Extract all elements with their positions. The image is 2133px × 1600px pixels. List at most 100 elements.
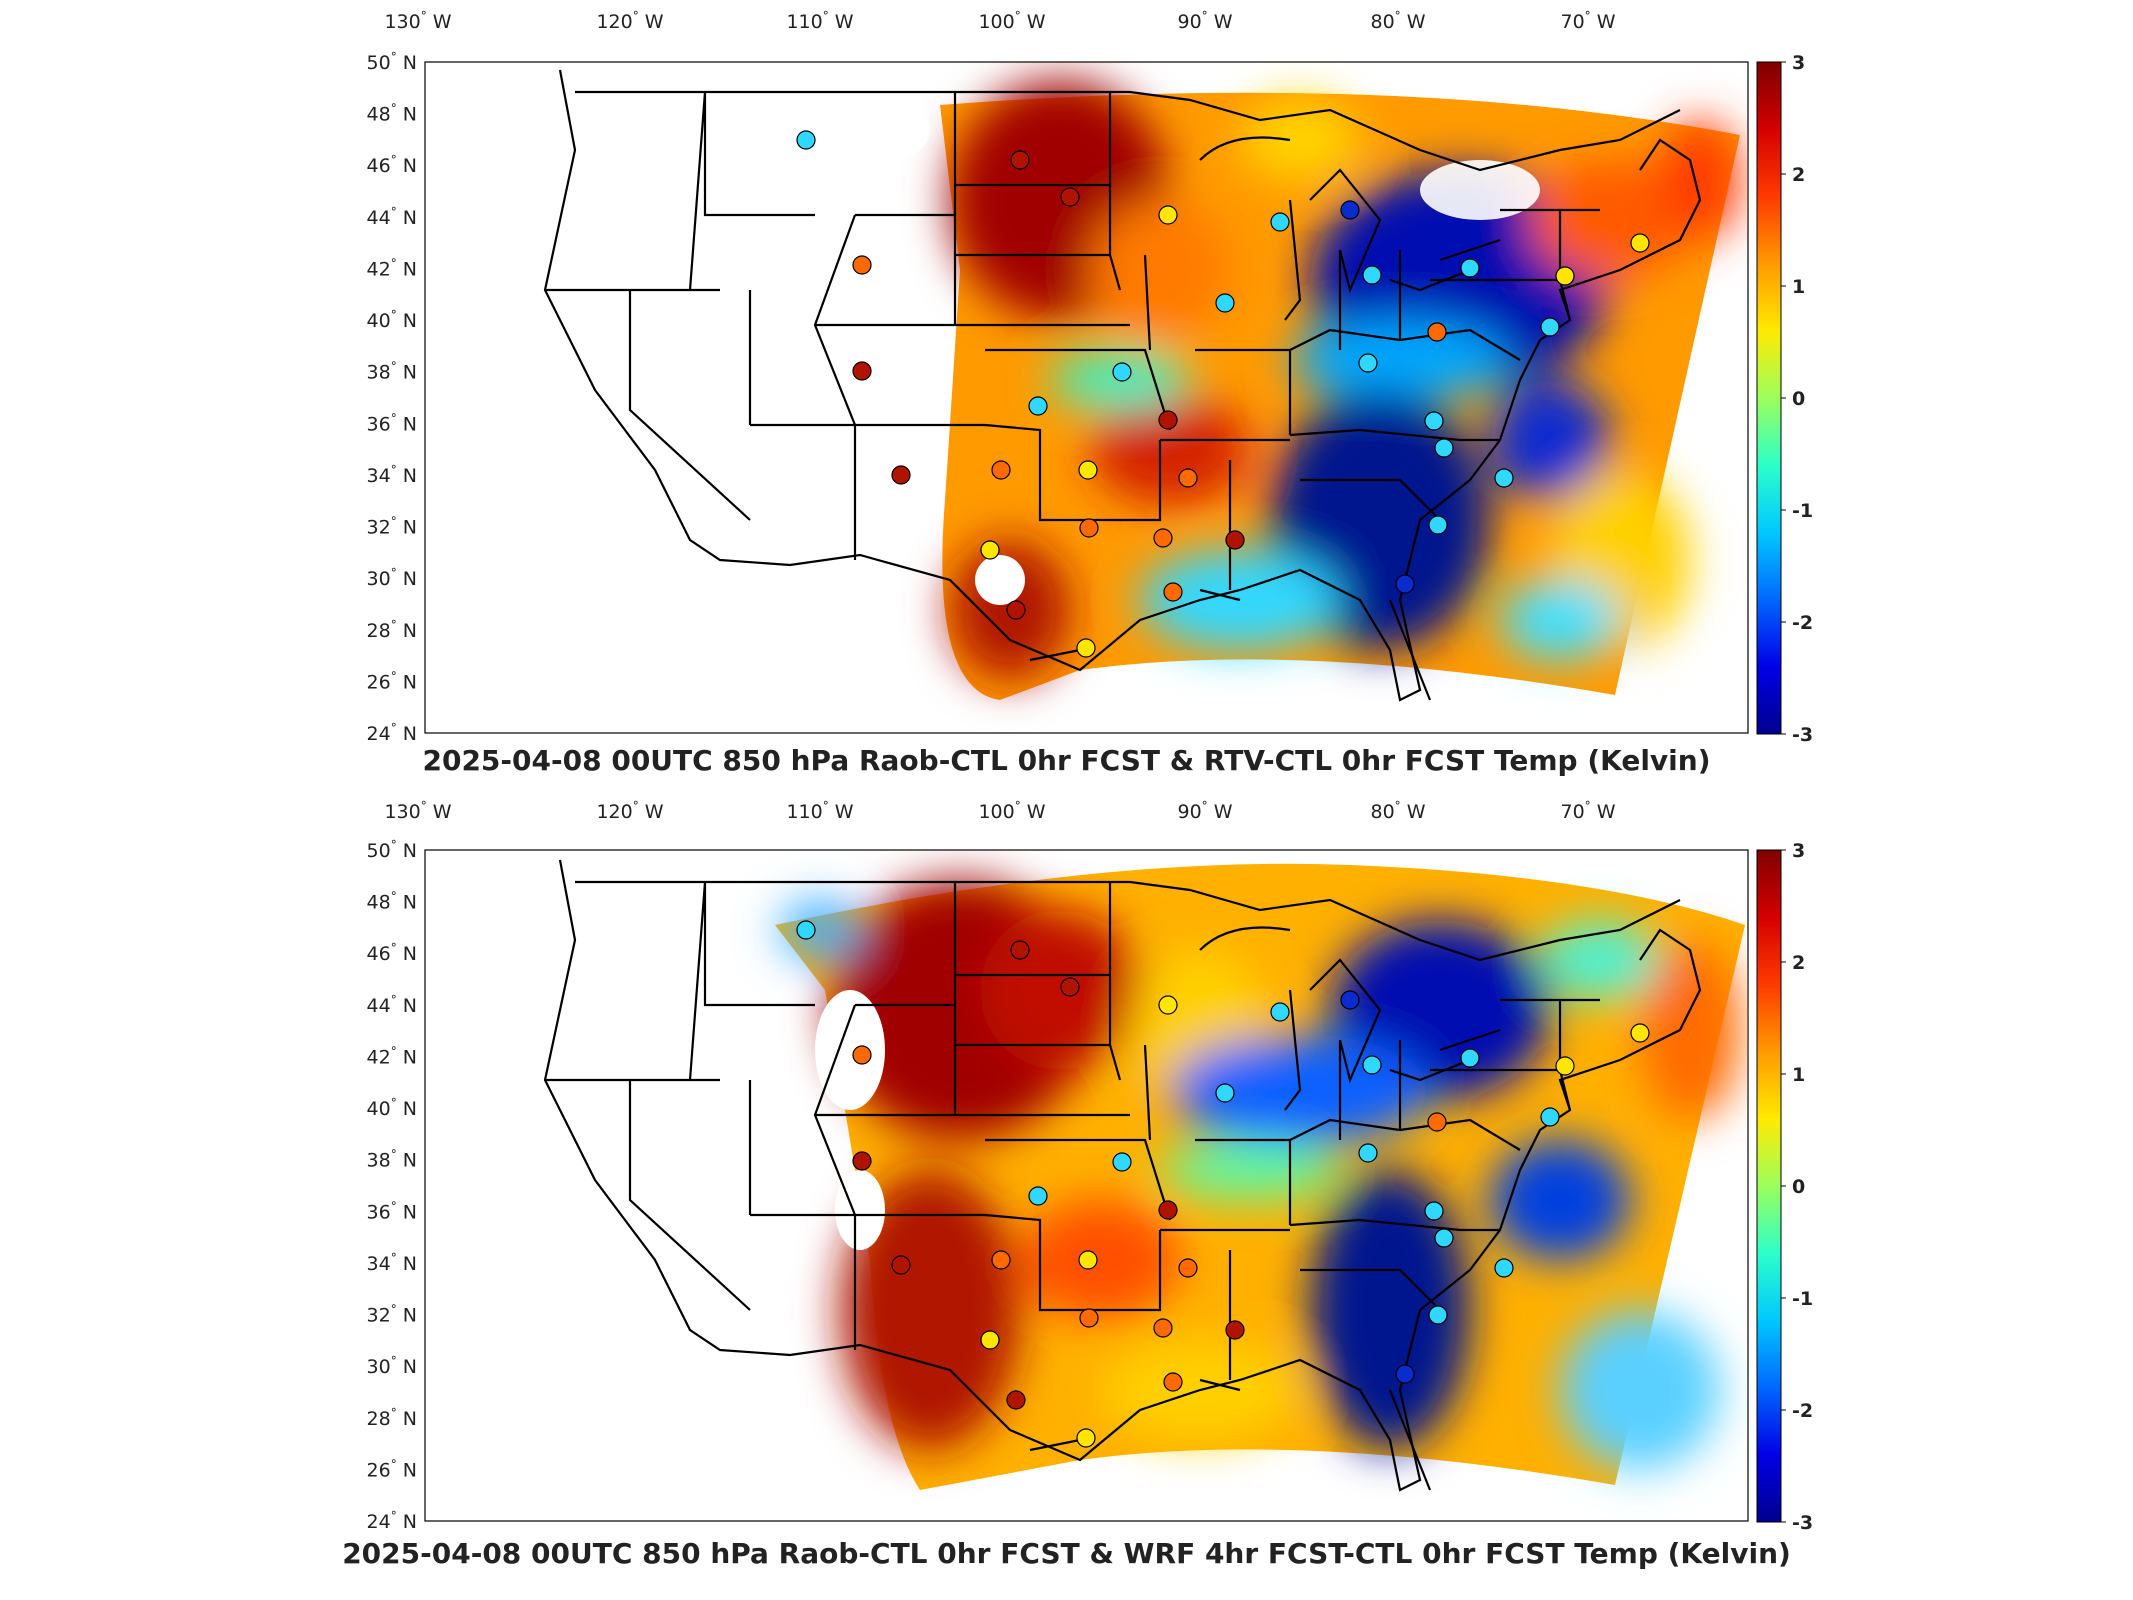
panel-title: 2025-04-08 00UTC 850 hPa Raob-CTL 0hr FC… <box>422 744 1711 777</box>
lat-tick-label: 36° N <box>367 1199 417 1223</box>
raob-station-marker <box>1225 530 1245 550</box>
lat-tick-label: 26° N <box>367 1457 417 1481</box>
panel-title: 2025-04-08 00UTC 850 hPa Raob-CTL 0hr FC… <box>342 1537 1791 1570</box>
raob-station-marker <box>1362 265 1382 285</box>
lat-tick-label: 32° N <box>367 515 417 539</box>
temp-difference-field <box>775 863 1745 1490</box>
raob-station-marker <box>1178 1258 1198 1278</box>
lon-tick-label: 110° W <box>786 799 853 823</box>
raob-station-marker <box>891 465 911 485</box>
state-boundaries <box>543 859 1702 1492</box>
raob-station-marker <box>1078 1250 1098 1270</box>
colorbar-labels: 3 2 1 0 -1 -2 -3 <box>1781 52 1813 746</box>
colorbar-tick-label: -2 <box>1792 612 1813 634</box>
raob-station-marker <box>1158 995 1178 1015</box>
raob-station-marker <box>796 920 816 940</box>
map-bottom: 130° W 120° W 110° W 100° W 90° W 80° W 70° W … <box>367 799 1814 1534</box>
raob-station-marker <box>1163 1372 1183 1392</box>
panel-top: 130° W 120° W 110° W 100° W 90° W 80° W 70° W … <box>367 9 1814 777</box>
raob-station-marker <box>1540 1107 1560 1127</box>
panel-bottom: 130° W 120° W 110° W 100° W 90° W 80° W 70° W … <box>0 790 2133 1600</box>
lon-tick-label: 80° W <box>1370 9 1425 33</box>
colorbar-tick-label: 1 <box>1792 1064 1805 1086</box>
lat-tick-label: 24° N <box>367 721 417 745</box>
us-outline <box>543 859 1702 1492</box>
lat-tick-label: 46° N <box>367 153 417 177</box>
raob-station-marker <box>1270 212 1290 232</box>
raob-station-marker <box>1060 977 1080 997</box>
raob-station-marker <box>1362 1055 1382 1075</box>
lon-tick-label: 70° W <box>1560 9 1615 33</box>
raob-station-marker <box>891 1255 911 1275</box>
raob-station-marker <box>1158 1200 1178 1220</box>
raob-station-marker <box>1424 1201 1444 1221</box>
raob-station-marker <box>1494 1258 1514 1278</box>
raob-station-marker <box>1270 1002 1290 1022</box>
lat-tick-label: 28° N <box>367 1406 417 1430</box>
lon-tick-label: 130° W <box>384 799 451 823</box>
raob-station-marker <box>1112 1152 1132 1172</box>
raob-station-marker <box>1112 362 1132 382</box>
lon-tick-label: 70° W <box>1560 799 1615 823</box>
lon-tick-label: 80° W <box>1370 799 1425 823</box>
raob-station-marker <box>1340 200 1360 220</box>
raob-station-marker <box>1395 1364 1415 1384</box>
colorbar-tick-label: -1 <box>1792 500 1813 522</box>
raob-station-marker <box>1158 205 1178 225</box>
lat-tick-label: 50° N <box>367 838 417 862</box>
us-outline <box>543 69 1702 702</box>
raob-station-marker <box>1427 1112 1447 1132</box>
colorbar-tick-label: 2 <box>1792 952 1805 974</box>
lon-tick-label: 130° W <box>384 9 451 33</box>
lat-tick-label: 26° N <box>367 669 417 693</box>
colorbar-tick-label: 1 <box>1792 276 1805 298</box>
lat-tick-label: 46° N <box>367 941 417 965</box>
raob-station-marker <box>1079 518 1099 538</box>
gulf-coast <box>1029 588 1432 701</box>
raob-station-marker <box>1078 460 1098 480</box>
colorbar-tick-label: -2 <box>1792 1400 1813 1422</box>
raob-station-marker <box>1178 468 1198 488</box>
raob-station-marker <box>1163 582 1183 602</box>
colorbar-tick-label: 2 <box>1792 164 1805 186</box>
raob-station-marker <box>1215 1083 1235 1103</box>
colorbar-tick-label: 0 <box>1792 388 1805 410</box>
colorbar-labels: 3 2 1 0 -1 -2 -3 <box>1781 840 1813 1534</box>
great-lakes <box>1199 136 1501 321</box>
raob-station-marker <box>1358 353 1378 373</box>
raob-station-marker <box>991 1250 1011 1270</box>
colorbar <box>1756 61 1782 735</box>
raob-station-marker <box>1079 1308 1099 1328</box>
raob-station-marker <box>1494 468 1514 488</box>
raob-station-marker <box>852 1045 872 1065</box>
raob-station-marker <box>1153 528 1173 548</box>
raob-station-marker <box>1076 1428 1096 1448</box>
raob-station-marker <box>1555 266 1575 286</box>
lon-tick-label: 120° W <box>596 9 663 33</box>
lon-tick-label: 120° W <box>596 799 663 823</box>
state-lines-west <box>545 91 985 560</box>
lat-tick-label: 44° N <box>367 993 417 1017</box>
lat-tick-label: 44° N <box>367 205 417 229</box>
raob-station-marker <box>1158 410 1178 430</box>
lon-tick-label: 90° W <box>1177 799 1232 823</box>
colorbar-tick-label: -3 <box>1792 724 1813 746</box>
raob-station-marker <box>1428 1305 1448 1325</box>
raob-station-marker <box>991 460 1011 480</box>
raob-station-marker <box>1153 1318 1173 1338</box>
raob-station-marker <box>1010 150 1030 170</box>
canada-border <box>575 90 1681 172</box>
raob-station-marker <box>1060 187 1080 207</box>
raob-station-marker <box>1225 1320 1245 1340</box>
lat-tick-label: 48° N <box>367 890 417 914</box>
raob-station-marker <box>852 361 872 381</box>
raob-station-marker <box>1395 574 1415 594</box>
gulf-coast <box>1029 1378 1432 1491</box>
lon-tick-labels: 130° W 120° W 110° W 100° W 90° W 80° W 70° W <box>384 9 1615 33</box>
raob-stations <box>796 920 1650 1448</box>
lat-tick-label: 40° N <box>367 1096 417 1120</box>
raob-station-marker <box>1630 233 1650 253</box>
raob-station-marker <box>796 130 816 150</box>
raob-station-marker <box>1215 293 1235 313</box>
lat-tick-label: 50° N <box>367 50 417 74</box>
